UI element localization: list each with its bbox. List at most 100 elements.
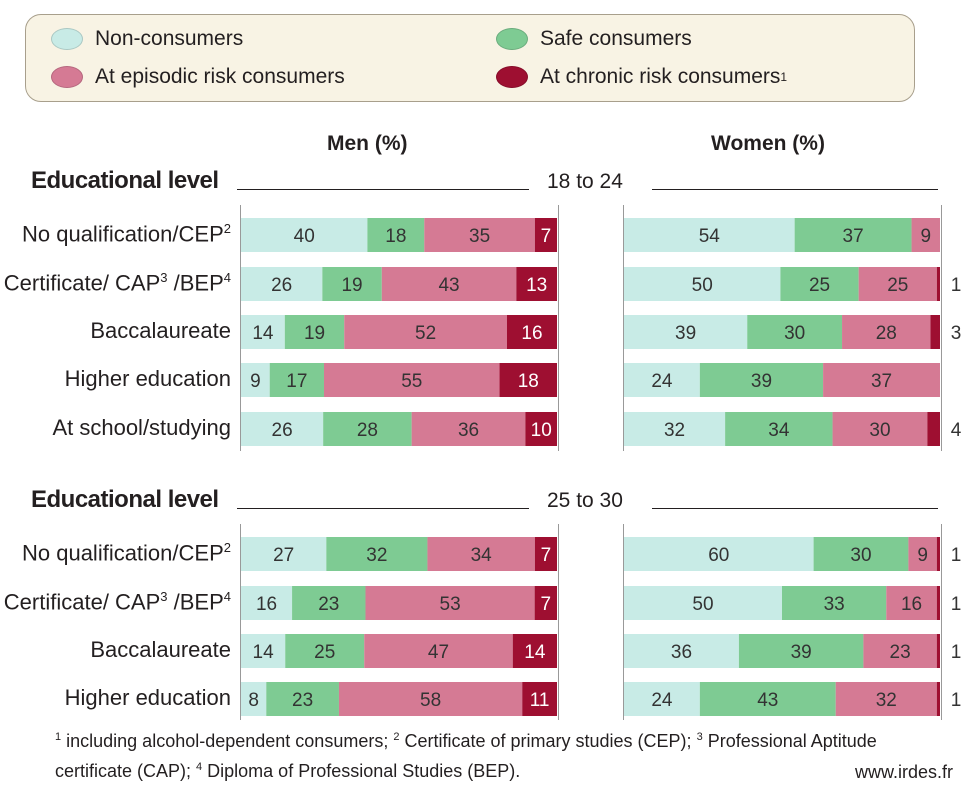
men-g0-r3-label-chronic-risk: 18 xyxy=(518,371,539,392)
women-g0-r2-label-non-consumers: 39 xyxy=(675,323,696,344)
men-g1-r1-bar-episodic-risk xyxy=(365,586,535,620)
row-label-baccalaureate: Baccalaureate xyxy=(90,637,231,662)
row-label-certificate: Certificate/ CAP3 /BEP4 xyxy=(3,589,231,615)
legend-label: At episodic risk consumers xyxy=(95,65,345,88)
women-g1-r1-bar-episodic-risk xyxy=(886,586,937,620)
women-g1-r1-label-non-consumers: 50 xyxy=(692,594,713,615)
women-g0-r2-label-safe-consumers: 30 xyxy=(784,323,805,344)
women-g0-r1-label-safe-consumers: 25 xyxy=(809,275,830,296)
men-g0-r2-label-safe-consumers: 19 xyxy=(304,323,325,344)
legend-item-episodic-risk: At episodic risk consumers xyxy=(51,65,345,89)
women-g0-r3-bar-safe-consumers xyxy=(699,363,824,397)
women-g1-r1-bar-non-consumers xyxy=(624,586,782,620)
legend-label: Safe consumers xyxy=(540,27,692,50)
women-g0-r1-bar-non-consumers xyxy=(624,267,781,301)
women-g1-r2-bar-chronic-risk xyxy=(936,634,940,668)
men-g1-r0-label-safe-consumers: 32 xyxy=(366,545,387,566)
men-g0-r3-label-episodic-risk: 55 xyxy=(401,371,422,392)
row-label-at-school: At school/studying xyxy=(52,415,231,440)
men-g1-r2-bar-non-consumers xyxy=(241,634,286,668)
legend-swatch xyxy=(51,66,83,88)
men-g0-r3-bar-safe-consumers xyxy=(269,363,324,397)
women-g0-r2-bar-safe-consumers xyxy=(747,315,843,349)
women-g0-r4-bar-chronic-risk xyxy=(927,412,940,446)
legend-item-chronic-risk: At chronic risk consumers 1 xyxy=(496,65,787,89)
women-g0-r1-label-episodic-risk: 25 xyxy=(887,275,908,296)
women-g1-r2-bar-episodic-risk xyxy=(863,634,937,668)
women-g0-r0-bar-safe-consumers xyxy=(794,218,912,252)
men-g0-r4-label-non-consumers: 26 xyxy=(272,420,293,441)
women-g1-r0-bar-non-consumers xyxy=(624,537,814,571)
women-g0-r3-bar-episodic-risk xyxy=(823,363,940,397)
men-g0-r0-label-non-consumers: 40 xyxy=(294,226,315,247)
men-g1-r2-label-non-consumers: 14 xyxy=(253,642,275,663)
men-g0-r4-bar-chronic-risk xyxy=(525,412,557,446)
women-g0-r2-label-episodic-risk: 28 xyxy=(876,323,897,344)
men-g1-r0-bar-episodic-risk xyxy=(427,537,535,571)
men-g1-r2-bar-safe-consumers xyxy=(285,634,365,668)
women-g0-r4-label-non-consumers: 32 xyxy=(664,420,685,441)
men-g1-r3-bar-chronic-risk xyxy=(522,682,557,716)
women-g1-r0-label-non-consumers: 60 xyxy=(708,545,729,566)
legend: Non-consumers Safe consumers At episodic… xyxy=(25,14,915,102)
women-g0-r1-label-non-consumers: 50 xyxy=(692,275,713,296)
men-g0-r0-label-chronic-risk: 7 xyxy=(541,226,552,247)
women-g1-r3-bar-safe-consumers xyxy=(699,682,836,716)
women-g1-r0-label-episodic-risk: 9 xyxy=(917,545,928,566)
women-g0-r4-bar-safe-consumers xyxy=(725,412,833,446)
women-g1-r1-bar-chronic-risk xyxy=(936,586,940,620)
men-g0-r2-bar-non-consumers xyxy=(241,315,285,349)
men-g1-r3-bar-non-consumers xyxy=(241,682,267,716)
legend-swatch xyxy=(496,66,528,88)
women-g0-r0-bar-episodic-risk xyxy=(911,218,940,252)
legend-swatch xyxy=(51,28,83,50)
men-g1-r0-bar-chronic-risk xyxy=(534,537,557,571)
row-label-no-qualification: No qualification/CEP2 xyxy=(21,221,231,247)
women-g1-r0-bar-episodic-risk xyxy=(908,537,937,571)
women-g1-r2-label-safe-consumers: 39 xyxy=(791,642,812,663)
men-g1-r1-label-non-consumers: 16 xyxy=(256,594,277,615)
women-g0-r0-label-safe-consumers: 37 xyxy=(843,226,864,247)
men-g0-r0-bar-chronic-risk xyxy=(534,218,557,252)
women-panel-25-30 xyxy=(623,524,942,720)
women-g1-r0-bar-chronic-risk xyxy=(936,537,940,571)
legend-item-non-consumers: Non-consumers xyxy=(51,27,243,51)
women-g0-r3-bar-non-consumers xyxy=(624,363,700,397)
women-g1-r3-bar-chronic-risk xyxy=(936,682,940,716)
section-title-18-24: Educational level xyxy=(31,167,219,194)
men-g0-r3-bar-chronic-risk xyxy=(499,363,557,397)
men-g0-r1-bar-safe-consumers xyxy=(322,267,382,301)
section-rule xyxy=(652,189,938,190)
men-g0-r4-bar-non-consumers xyxy=(241,412,324,446)
men-g1-r2-label-chronic-risk: 14 xyxy=(524,642,546,663)
men-g1-r1-label-chronic-risk: 7 xyxy=(541,594,552,615)
women-g0-r4-label-chronic-risk-outside: 4 xyxy=(951,420,962,441)
women-g1-r3-bar-episodic-risk xyxy=(835,682,937,716)
men-g1-r0-label-episodic-risk: 34 xyxy=(471,545,493,566)
women-g0-r0-label-episodic-risk: 9 xyxy=(920,226,931,247)
men-g0-r4-label-episodic-risk: 36 xyxy=(458,420,479,441)
women-g0-r1-bar-chronic-risk xyxy=(936,267,940,301)
women-g0-r1-bar-episodic-risk xyxy=(858,267,937,301)
women-g1-r2-bar-safe-consumers xyxy=(738,634,864,668)
women-g0-r0-label-non-consumers: 54 xyxy=(699,226,721,247)
men-g0-r1-label-chronic-risk: 13 xyxy=(526,275,547,296)
women-g1-r2-label-non-consumers: 36 xyxy=(671,642,692,663)
men-g1-r1-label-episodic-risk: 53 xyxy=(440,594,461,615)
men-g1-r2-bar-episodic-risk xyxy=(364,634,513,668)
women-g1-r1-label-episodic-risk: 16 xyxy=(901,594,922,615)
women-g1-r0-label-chronic-risk-outside: 1 xyxy=(951,545,962,566)
men-g1-r0-bar-non-consumers xyxy=(241,537,327,571)
men-panel-25-30 xyxy=(240,524,559,720)
women-g0-r4-bar-non-consumers xyxy=(624,412,726,446)
legend-label: Non-consumers xyxy=(95,27,244,50)
men-g1-r1-bar-chronic-risk xyxy=(534,586,557,620)
women-g1-r2-label-episodic-risk: 23 xyxy=(890,642,911,663)
footnote: 1 including alcohol-dependent consumers;… xyxy=(55,731,877,781)
men-g1-r1-label-safe-consumers: 23 xyxy=(318,594,339,615)
women-g0-r3-label-safe-consumers: 39 xyxy=(751,371,772,392)
men-g1-r1-bar-non-consumers xyxy=(241,586,293,620)
men-g0-r1-bar-non-consumers xyxy=(241,267,323,301)
age-group-25-30: 25 to 30 xyxy=(547,489,623,512)
